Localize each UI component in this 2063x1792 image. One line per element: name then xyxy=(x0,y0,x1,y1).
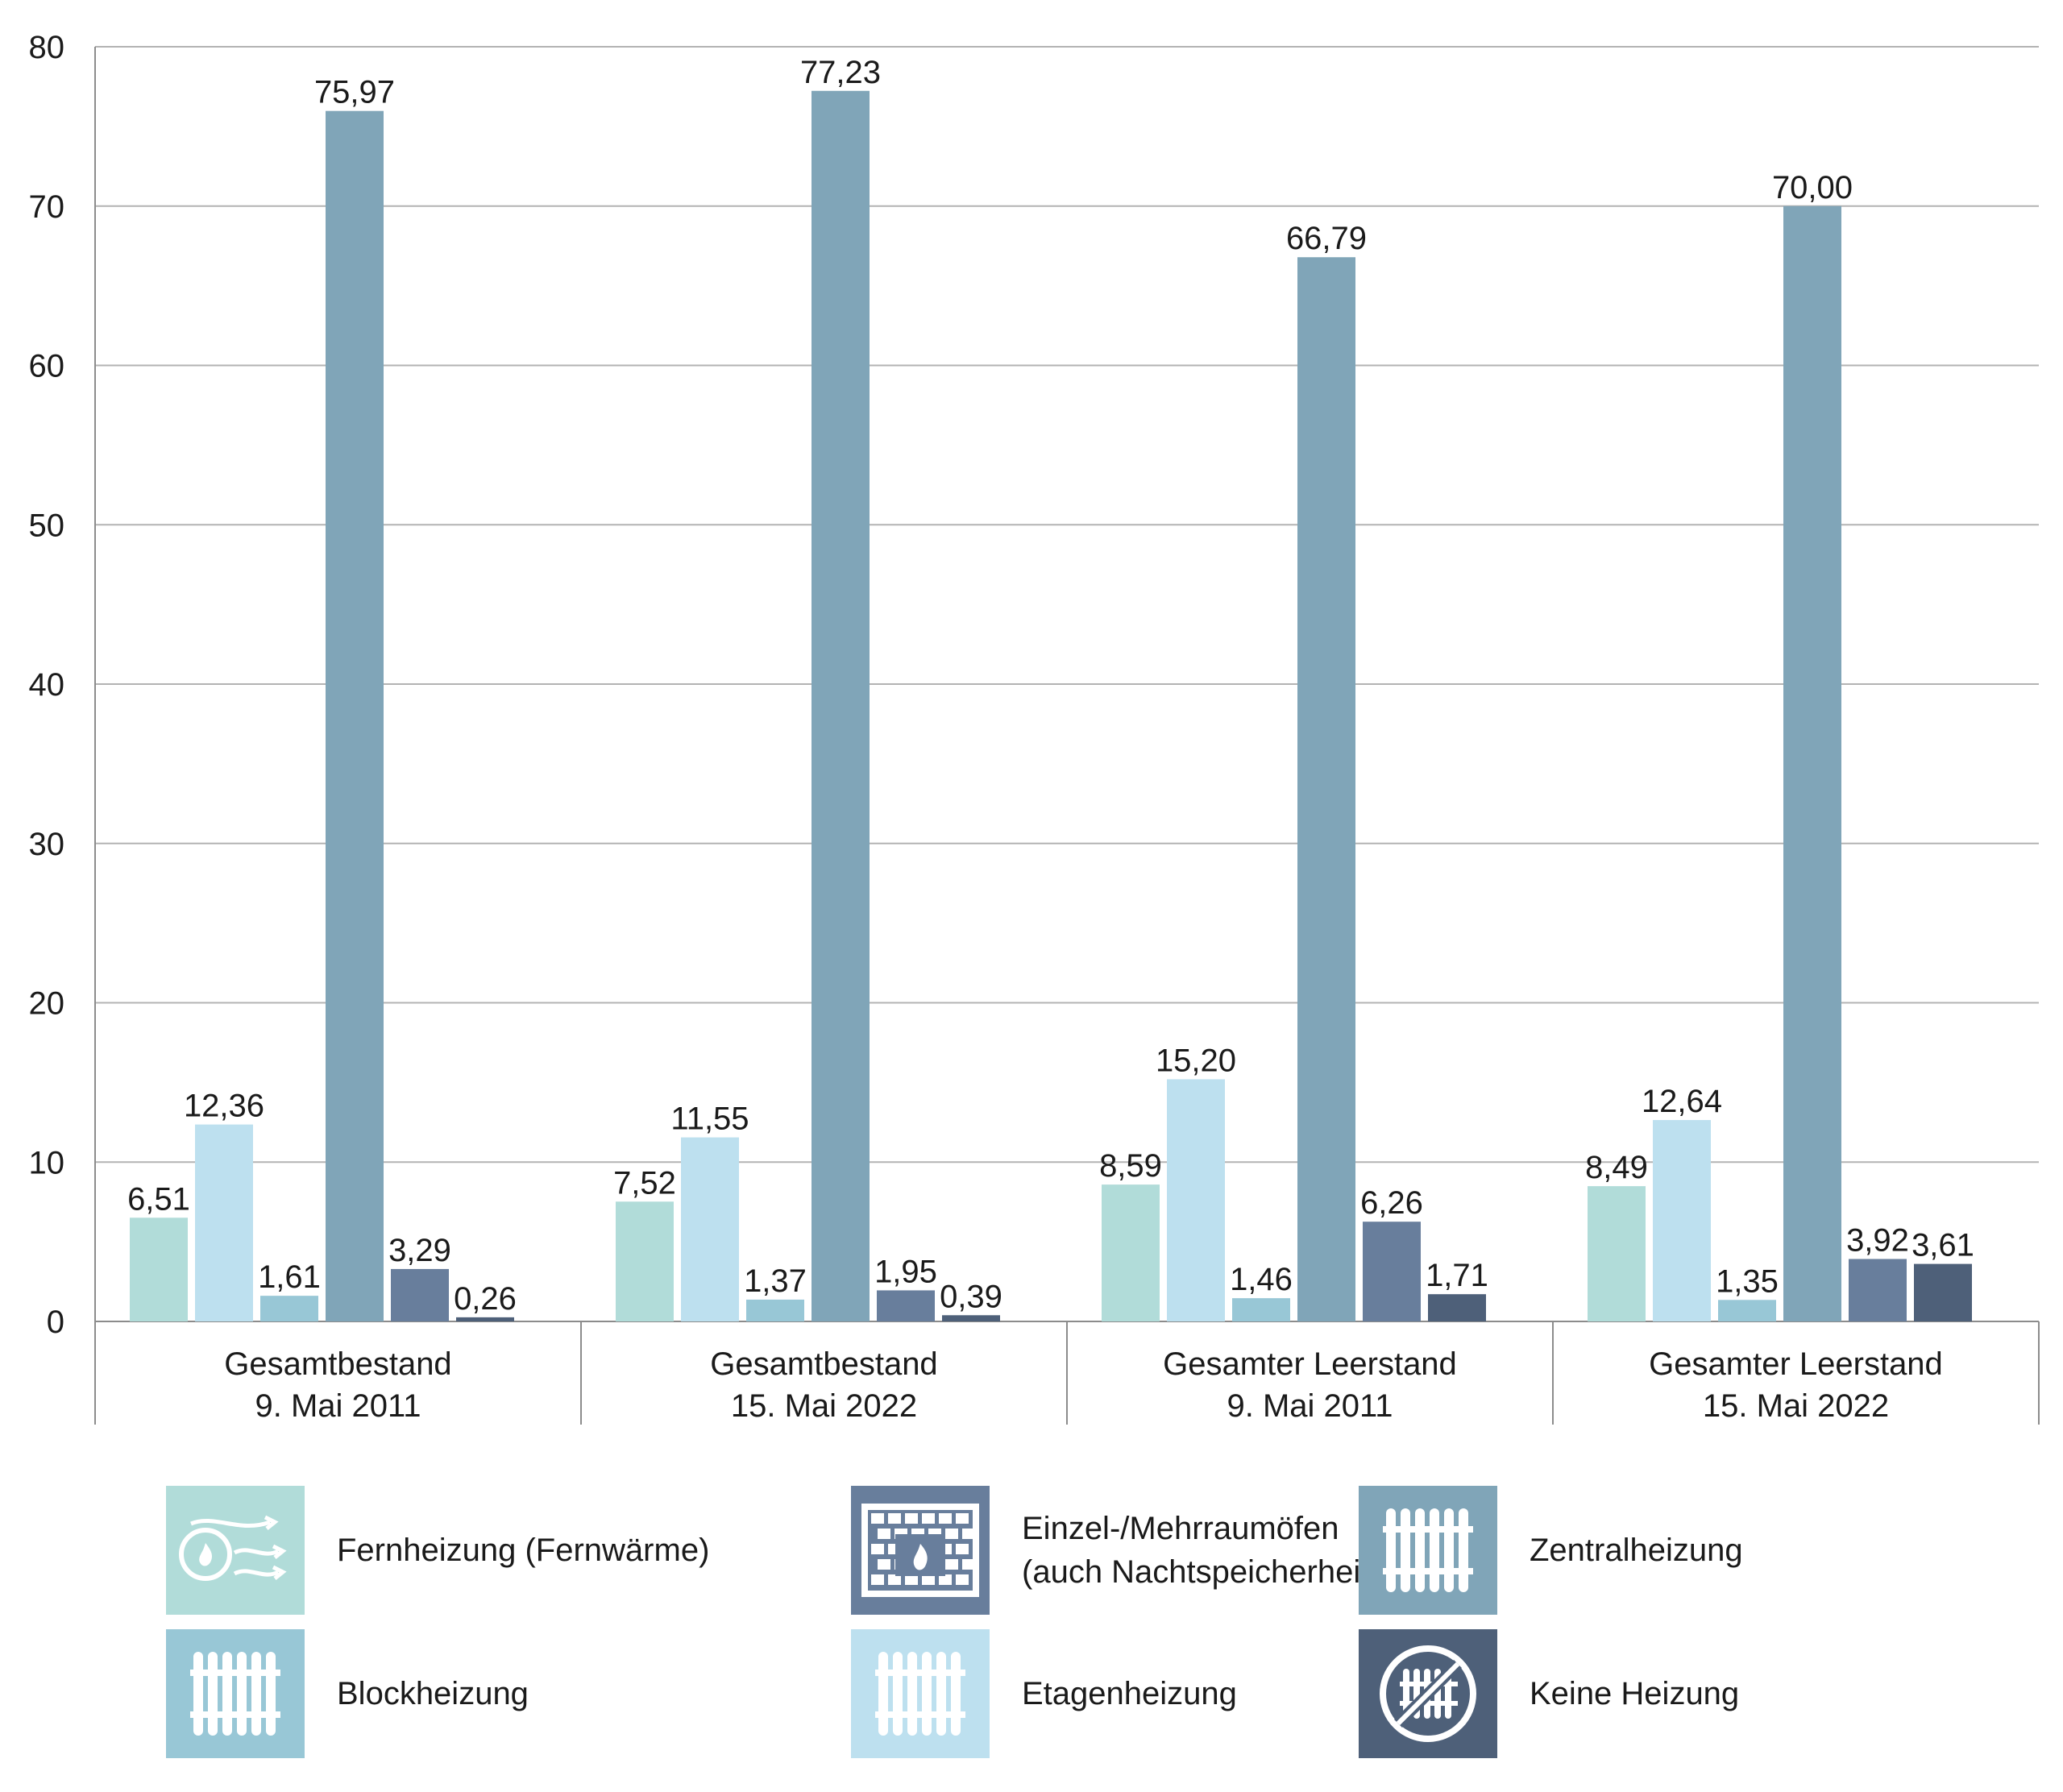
x-category-label: Gesamtbestand 9. Mai 2011 xyxy=(224,1346,451,1424)
bar xyxy=(1653,1120,1711,1321)
bar-value-label: 3,92 xyxy=(1846,1222,1909,1258)
bar xyxy=(1363,1222,1421,1321)
bar xyxy=(260,1296,318,1321)
bar-value-label: 0,39 xyxy=(940,1279,1002,1314)
bar xyxy=(1849,1259,1907,1321)
bar xyxy=(616,1201,674,1321)
bar xyxy=(812,90,870,1322)
bar-value-label: 8,49 xyxy=(1585,1150,1648,1185)
y-tick-label: 50 xyxy=(29,508,65,543)
bar xyxy=(391,1268,449,1321)
data-labels: 6,51 12,36 1,61 75,97 3,290,26 7,52 11,55 1,37 7… xyxy=(127,55,1974,1317)
bar-value-label: 8,59 xyxy=(1099,1148,1162,1184)
y-tick-label: 80 xyxy=(29,30,65,65)
bar xyxy=(195,1124,253,1321)
bar-value-label: 1,37 xyxy=(744,1263,807,1299)
bar xyxy=(1718,1300,1776,1321)
bar-value-label: 0,26 xyxy=(454,1281,517,1317)
bar-value-label: 11,55 xyxy=(670,1101,749,1137)
bar-value-label: 75,97 xyxy=(314,75,395,110)
bar-value-label: 66,79 xyxy=(1286,221,1367,256)
bar-value-label: 1,35 xyxy=(1716,1263,1779,1299)
bar xyxy=(746,1299,804,1321)
bar-value-label: 6,26 xyxy=(1360,1185,1423,1221)
bar-value-label: 12,36 xyxy=(184,1089,264,1124)
bar-value-label: 3,61 xyxy=(1911,1228,1974,1263)
y-tick-label: 10 xyxy=(29,1145,65,1180)
bar-value-label: 1,46 xyxy=(1230,1262,1293,1297)
bar xyxy=(1297,257,1355,1321)
x-category-label: Gesamtbestand 15. Mai 2022 xyxy=(710,1346,937,1424)
bars xyxy=(130,90,1972,1322)
bar xyxy=(326,110,384,1322)
bar-value-label: 1,71 xyxy=(1426,1258,1488,1293)
bar-value-label: 77,23 xyxy=(800,55,881,90)
bar-value-label: 12,64 xyxy=(1642,1084,1722,1119)
bar-value-label: 7,52 xyxy=(613,1165,676,1201)
axes: 0 10 20 30 40 50 60 70 80 Gesamtbestand 9. Mai 201… xyxy=(29,30,2040,1425)
y-tick-label: 40 xyxy=(29,667,65,703)
bar xyxy=(942,1315,1000,1321)
bar-value-label: 15,20 xyxy=(1156,1043,1236,1078)
x-category-label: Gesamter Leerstand 15. Mai 2022 xyxy=(1649,1346,1943,1424)
bar xyxy=(1232,1298,1290,1321)
bar xyxy=(1167,1079,1225,1321)
bar-value-label: 1,61 xyxy=(258,1259,321,1295)
bar xyxy=(1783,205,1841,1321)
bar xyxy=(1914,1263,1972,1321)
bar-value-label: 70,00 xyxy=(1772,170,1853,205)
bar xyxy=(877,1290,935,1321)
bar xyxy=(1588,1186,1646,1321)
y-tick-label: 20 xyxy=(29,986,65,1022)
y-tick-label: 0 xyxy=(47,1305,64,1340)
grid-lines xyxy=(95,46,2039,1322)
bar xyxy=(456,1317,514,1321)
bar xyxy=(1428,1294,1486,1321)
bar xyxy=(1102,1184,1160,1321)
x-category-label: Gesamter Leerstand 9. Mai 2011 xyxy=(1163,1346,1457,1424)
bar-value-label: 3,29 xyxy=(388,1233,451,1268)
bar-value-label: 6,51 xyxy=(127,1181,190,1217)
bar xyxy=(681,1137,739,1321)
bar xyxy=(130,1217,188,1321)
y-tick-label: 60 xyxy=(29,349,65,384)
y-tick-label: 30 xyxy=(29,827,65,862)
bar-value-label: 1,95 xyxy=(874,1254,937,1289)
y-tick-label: 70 xyxy=(29,189,65,225)
